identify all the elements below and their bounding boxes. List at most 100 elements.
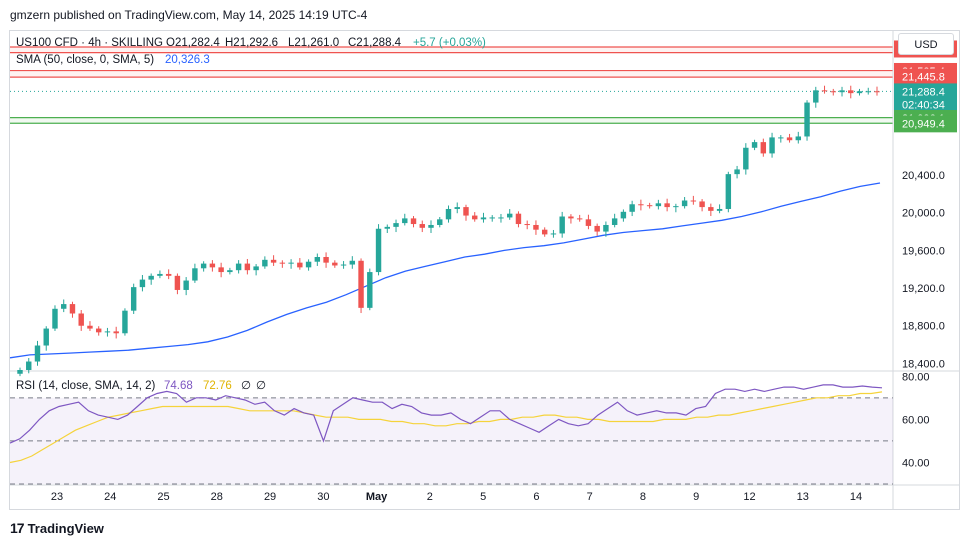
sma-line xyxy=(9,182,881,359)
candle-body xyxy=(305,261,312,268)
candle-body xyxy=(463,207,469,216)
price-axis-tick: 18,800.0 xyxy=(902,321,945,333)
price-label: 21,445.8 xyxy=(902,72,945,84)
zone-resistance xyxy=(10,47,893,53)
candle-body xyxy=(472,215,478,220)
time-axis-label: 28 xyxy=(211,491,223,503)
candle-body xyxy=(402,218,408,224)
candle-body xyxy=(856,91,863,94)
time-axis-label: 25 xyxy=(157,491,169,503)
time-axis-label: 2 xyxy=(427,491,433,503)
candle-body xyxy=(349,260,356,265)
time-axis-label: 24 xyxy=(104,491,116,503)
candle-body xyxy=(174,275,181,290)
candle-body xyxy=(646,205,653,207)
candle-body xyxy=(419,224,425,228)
candle-body xyxy=(664,203,670,208)
rsi-axis-tick: 80.00 xyxy=(902,371,930,383)
candle-body xyxy=(393,223,399,227)
candle-body xyxy=(428,224,434,228)
candle-body xyxy=(235,263,242,271)
candle-body xyxy=(288,262,294,264)
candle-body xyxy=(541,229,548,235)
candle-body xyxy=(708,207,714,211)
candle-body xyxy=(690,200,697,202)
rsi-axis-tick: 60.00 xyxy=(902,414,930,426)
legend-rsi-ma-value: 72.76 xyxy=(203,380,232,392)
time-axis-label: May xyxy=(366,491,388,503)
candle-body xyxy=(95,328,102,333)
candle-body xyxy=(384,226,390,229)
candle-body xyxy=(498,217,504,219)
legend-sma-label[interactable]: SMA (50, close, 0, SMA, 5) xyxy=(16,54,154,66)
candle-body xyxy=(681,200,688,207)
candle-body xyxy=(270,259,277,263)
candle-body xyxy=(813,90,819,103)
candle-body xyxy=(104,331,111,333)
time-axis-label: 7 xyxy=(587,491,593,503)
legend-change: +5.7 (+0.03%) xyxy=(413,37,486,49)
zone-resistance xyxy=(10,70,893,78)
legend-rsi-label[interactable]: RSI (14, close, SMA, 14, 2) xyxy=(16,380,156,392)
candle-body xyxy=(17,370,23,374)
candle-body xyxy=(445,208,452,220)
candle-body xyxy=(358,260,364,308)
candle-body xyxy=(52,308,58,329)
tradingview-logo-icon: 17 xyxy=(10,520,25,536)
candle-body xyxy=(795,136,802,141)
price-label-bg xyxy=(894,83,957,114)
price-axis-tick: 19,600.0 xyxy=(902,245,945,257)
candle-body xyxy=(830,91,836,93)
price-label-bg xyxy=(894,115,957,133)
legend-open: O21,282.4 xyxy=(166,37,220,49)
candle-body xyxy=(865,91,871,93)
price-label: 20,949.4 xyxy=(902,118,945,130)
candle-body xyxy=(568,216,574,219)
legend-symbol[interactable]: US100 CFD · 4h · SKILLING xyxy=(16,37,163,49)
rsi-axis-tick: 40.00 xyxy=(902,457,930,469)
candle-body xyxy=(410,218,417,225)
candle-body xyxy=(848,90,854,94)
rsi-line xyxy=(9,384,883,444)
countdown-label: 02:40:34 xyxy=(902,99,945,111)
candle-body xyxy=(603,224,609,232)
candle-body xyxy=(26,361,32,370)
candle-body xyxy=(262,259,268,267)
legend-rsi-value: 74.68 xyxy=(164,380,193,392)
candle-body xyxy=(480,217,487,220)
candle-body xyxy=(638,204,644,206)
legend-low: L21,261.0 xyxy=(288,37,339,49)
candle-body xyxy=(699,201,705,208)
candle-body xyxy=(332,262,338,266)
candle-body xyxy=(620,211,627,219)
candle-body xyxy=(157,273,163,276)
legend-rsi-extra1: ∅ xyxy=(241,380,251,392)
time-axis-label: 14 xyxy=(850,491,862,503)
currency-unit-button[interactable]: USD xyxy=(898,33,954,55)
candle-body xyxy=(533,224,539,230)
candle-body xyxy=(43,328,49,346)
price-label-bg xyxy=(894,68,957,86)
candle-body xyxy=(611,218,618,225)
candle-body xyxy=(629,204,635,212)
candle-body xyxy=(375,228,382,273)
candle-body xyxy=(821,90,828,92)
candle-body xyxy=(437,219,443,225)
candle-body xyxy=(183,280,189,290)
candle-body xyxy=(550,233,557,235)
candle-body xyxy=(874,91,880,93)
candle-body xyxy=(673,206,679,208)
candle-body xyxy=(34,345,41,362)
candle-body xyxy=(340,264,347,266)
candle-body xyxy=(279,262,286,264)
candle-body xyxy=(139,279,146,288)
candle-body xyxy=(804,102,810,137)
footer-brand[interactable]: 17 TradingView xyxy=(10,520,104,536)
candle-body xyxy=(769,137,775,154)
candle-body xyxy=(786,137,793,141)
candle-body xyxy=(314,257,321,262)
candle-body xyxy=(244,263,251,271)
candle-body xyxy=(61,304,67,309)
candle-body xyxy=(253,266,259,271)
